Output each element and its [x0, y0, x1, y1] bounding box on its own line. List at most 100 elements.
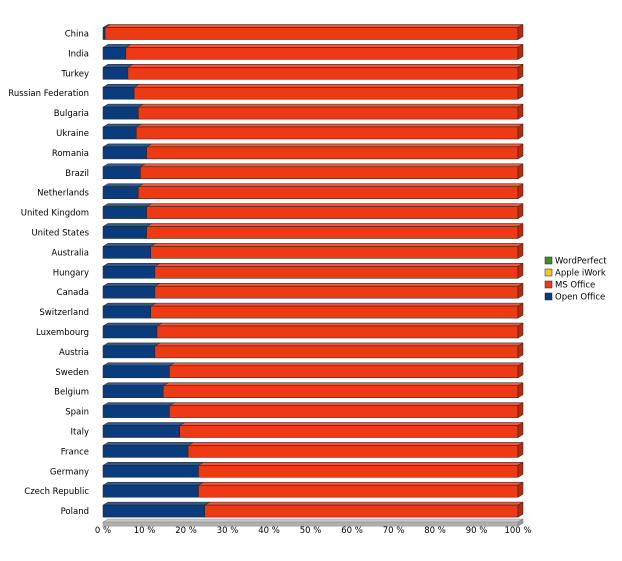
bar-segment [102, 322, 163, 339]
x-tick-label: 90 % [466, 526, 488, 536]
bar-segment [124, 43, 524, 60]
legend-swatch [544, 268, 553, 277]
bar-segment [102, 123, 143, 140]
x-tick-label: 60 % [341, 526, 363, 536]
chart-floor [101, 518, 525, 527]
bar-segment [102, 83, 141, 100]
bar-segment [168, 362, 524, 379]
bar-segment [187, 441, 524, 458]
bar-segment [145, 203, 524, 220]
floor-top [101, 518, 525, 523]
category-label: United Kingdom [21, 209, 89, 219]
bar-segment [145, 223, 524, 239]
category-label: Poland [61, 507, 89, 517]
category-label: Netherlands [37, 189, 89, 199]
bar-segment [102, 282, 161, 299]
floor-side [517, 518, 524, 527]
legend-label: Apple iWork [555, 269, 606, 279]
x-tick-label: 20 % [175, 526, 197, 536]
bar-segment [153, 282, 524, 299]
bar-segment [102, 103, 145, 120]
bar-segment [102, 143, 153, 160]
bar-segment [102, 481, 205, 498]
legend-item: WordPerfect [544, 256, 607, 267]
category-label: Hungary [53, 268, 89, 278]
bar-segment [153, 342, 524, 359]
category-label: Austria [59, 348, 89, 358]
category-label: Luxembourg [36, 328, 89, 338]
x-tick-label: 70 % [383, 526, 405, 536]
bar-segment [102, 263, 161, 279]
category-label: Romania [52, 149, 89, 159]
legend-swatch [544, 256, 553, 265]
bar-segment [102, 163, 147, 180]
legend-item: Open Office [544, 292, 605, 303]
bar-segment [203, 501, 524, 518]
legend-label: WordPerfect [555, 257, 607, 267]
x-tick-labels: 0 % 10 % 20 % 30 % 40 % 50 % 60 % 70 % 80 % 90 % 1… [95, 526, 532, 536]
x-tick-label: 100 % [504, 526, 531, 536]
category-label: Czech Republic [24, 487, 89, 497]
x-tick-label: 50 % [300, 526, 322, 536]
legend-swatch [544, 280, 553, 289]
bar-segment [126, 63, 524, 80]
bar-segment [102, 442, 194, 458]
legend-item: Apple iWork [544, 268, 606, 279]
bar-segment [149, 302, 524, 319]
category-label: Russian Federation [8, 89, 89, 99]
legend-item: MS Office [544, 280, 595, 291]
category-labels: China India Turkey Russian Federation Bulgar… [8, 30, 89, 518]
bar-segment [137, 103, 524, 120]
category-label: China [65, 30, 89, 40]
x-tick-label: 80 % [424, 526, 446, 536]
bar-segment [133, 83, 524, 100]
x-tick-label: 40 % [258, 526, 280, 536]
category-label: Ukraine [56, 129, 89, 139]
bar-segment [197, 481, 524, 498]
category-label: Australia [51, 248, 89, 258]
bar-segment [156, 322, 524, 339]
category-label: Switzerland [39, 308, 89, 318]
bar-segment [102, 302, 157, 319]
bar-segment [102, 402, 176, 418]
bar-segment [102, 223, 153, 239]
bars-group [102, 24, 524, 518]
bar-segment [102, 422, 186, 438]
x-tick-label: 10 % [134, 526, 156, 536]
bar-segment [102, 462, 205, 478]
bar-segment [102, 342, 161, 359]
bar-segment [137, 183, 524, 200]
bar-segment [104, 24, 524, 40]
x-tick-label: 0 % [95, 526, 111, 536]
category-label: Belgium [54, 388, 89, 398]
legend-swatch [544, 292, 553, 301]
x-tick-label: 30 % [217, 526, 239, 536]
bar-segment [102, 183, 145, 199]
bar-segment [102, 362, 176, 379]
bar-segment [139, 163, 524, 180]
legend-label: MS Office [555, 281, 595, 291]
category-label: Spain [65, 408, 89, 418]
legend: WordPerfect Apple iWork MS Office Open Offi… [544, 256, 607, 303]
bar-segment [162, 382, 524, 399]
bar-segment [197, 461, 524, 478]
category-label: Bulgaria [54, 109, 89, 119]
bar-segment [102, 382, 170, 398]
bar-segment [145, 143, 524, 160]
category-label: United States [31, 229, 89, 239]
bar-segment [178, 422, 524, 438]
category-label: Sweden [55, 368, 89, 378]
bar-segment [102, 64, 134, 80]
legend-label: Open Office [555, 293, 605, 303]
category-label: Turkey [60, 69, 89, 79]
bar-segment [135, 123, 524, 140]
category-label: France [61, 447, 89, 457]
bar-segment [168, 402, 524, 419]
category-label: India [68, 49, 89, 59]
bar-segment [149, 242, 524, 259]
bar-segment [102, 203, 153, 219]
bar-segment [102, 501, 211, 518]
bar-segment [102, 243, 157, 259]
bar-segment [153, 262, 524, 279]
